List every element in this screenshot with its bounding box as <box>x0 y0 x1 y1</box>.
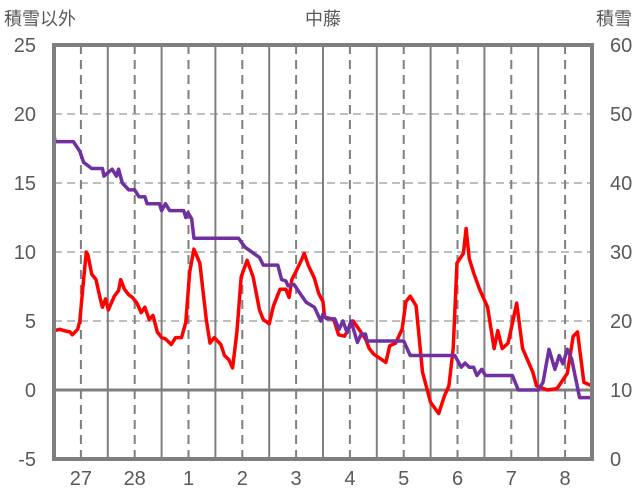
x-tick-label: 1 <box>183 468 194 490</box>
left-tick-label: 15 <box>14 173 36 195</box>
series-line-non-snow <box>53 226 593 416</box>
plot-frame <box>52 43 594 461</box>
left-tick-label: 20 <box>14 104 36 126</box>
chart-title: 中藤 <box>305 9 341 30</box>
left-tick-label: 10 <box>14 242 36 264</box>
right-tick-label: 20 <box>610 311 632 333</box>
x-tick-label: 7 <box>506 468 517 490</box>
left-tick-label: 0 <box>25 380 36 402</box>
x-tick-label: 2 <box>237 468 248 490</box>
right-tick-label: 10 <box>610 380 632 402</box>
right-tick-label: 0 <box>610 449 621 471</box>
left-tick-label: 5 <box>25 311 36 333</box>
left-tick-label: -5 <box>18 449 36 471</box>
x-tick-label: 28 <box>124 468 146 490</box>
x-tick-label: 27 <box>70 468 92 490</box>
right-axis-title: 積雪 <box>596 9 632 30</box>
series-line-snow-depth <box>52 134 592 400</box>
right-tick-label: 60 <box>610 35 632 57</box>
right-tick-label: 50 <box>610 104 632 126</box>
x-tick-label: 4 <box>344 468 355 490</box>
left-tick-label: 25 <box>14 35 36 57</box>
x-tick-label: 3 <box>291 468 302 490</box>
right-tick-label: 40 <box>610 173 632 195</box>
x-tick-label: 6 <box>452 468 463 490</box>
x-tick-label: 8 <box>560 468 571 490</box>
right-tick-label: 30 <box>610 242 632 264</box>
x-tick-label: 5 <box>398 468 409 490</box>
left-axis-title: 積雪以外 <box>4 9 76 30</box>
